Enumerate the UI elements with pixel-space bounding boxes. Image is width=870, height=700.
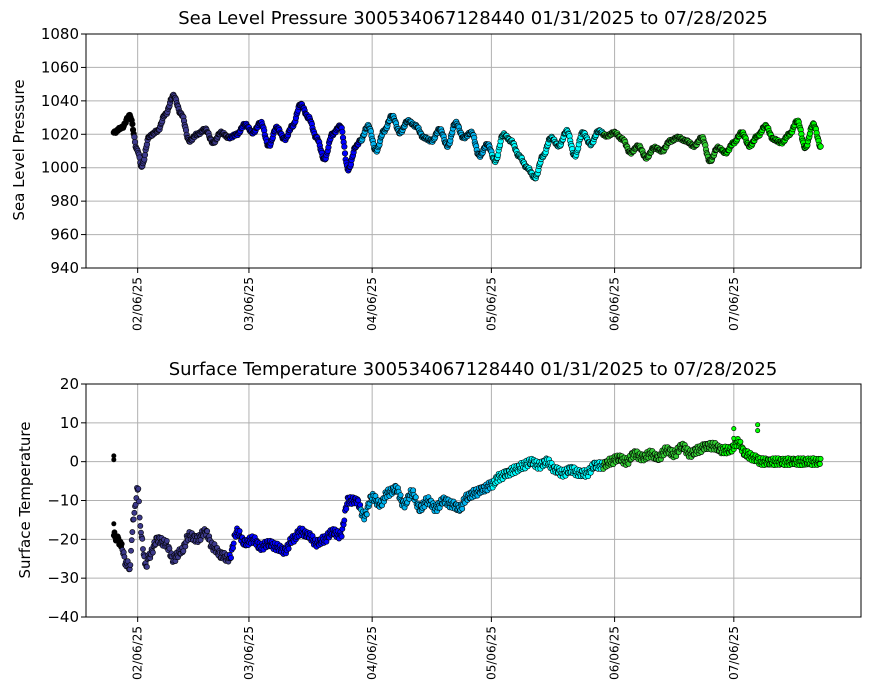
data-point	[136, 498, 142, 505]
data-point	[121, 553, 128, 560]
outlier-point	[111, 521, 117, 527]
y-tick-label: −30	[47, 569, 79, 587]
data-point	[817, 455, 824, 462]
data-point	[228, 554, 234, 561]
data-point	[139, 535, 146, 542]
y-tick-label: −20	[47, 530, 79, 548]
data-point	[130, 516, 137, 523]
data-point	[131, 509, 138, 516]
x-tick-label: 05/06/25	[484, 626, 498, 680]
y-tick-label: 960	[50, 226, 79, 244]
data-point	[166, 545, 173, 552]
data-point	[144, 563, 150, 570]
data-point	[363, 511, 370, 518]
y-axis-label: Sea Level Pressure	[10, 79, 28, 220]
data-points	[110, 422, 824, 573]
y-tick-label: 980	[50, 192, 79, 210]
data-point	[150, 549, 156, 556]
data-point	[236, 528, 243, 534]
x-tick-label: 06/06/25	[608, 277, 622, 331]
data-point	[140, 546, 146, 552]
data-point	[127, 562, 134, 568]
x-ticks: 02/06/25 03/06/25 04/06/25 05/06/25 06/06/25…	[131, 268, 741, 331]
data-point	[341, 150, 349, 157]
data-point	[163, 537, 170, 544]
outlier-point	[755, 428, 761, 434]
outlier-point	[731, 435, 737, 441]
data-point	[129, 120, 136, 128]
data-points	[110, 91, 824, 182]
data-point	[131, 133, 138, 141]
chart-title: Sea Level Pressure 300534067128440 01/31…	[178, 8, 768, 29]
y-tick-label: −40	[47, 608, 79, 626]
data-point	[204, 528, 211, 535]
data-point	[129, 529, 136, 535]
data-point	[412, 494, 419, 501]
data-point	[817, 143, 824, 150]
data-point	[128, 547, 134, 554]
data-point	[285, 545, 292, 552]
y-tick-label: 1020	[41, 125, 79, 143]
x-tick-label: 07/06/25	[727, 626, 741, 680]
x-ticks: 02/06/25 03/06/25 04/06/25 05/06/25 06/06/25…	[131, 617, 741, 680]
y-tick-label: 1040	[41, 92, 79, 110]
data-point	[338, 533, 345, 540]
y-ticks: −40 −30 −20 −10 0 10 20	[47, 375, 86, 626]
data-point	[397, 492, 404, 499]
data-point	[343, 505, 350, 512]
data-point	[135, 485, 142, 492]
data-point	[136, 514, 143, 521]
data-point	[128, 537, 135, 544]
outlier-point	[755, 422, 761, 428]
y-tick-label: 1060	[41, 58, 79, 76]
y-axis-label: Surface Temperature	[16, 422, 34, 579]
data-point	[817, 461, 823, 467]
x-tick-label: 04/06/25	[365, 626, 379, 680]
y-tick-label: 20	[60, 375, 79, 393]
grid	[86, 33, 861, 269]
outlier-point	[111, 457, 117, 463]
data-point	[341, 143, 348, 150]
y-tick-label: 1000	[41, 159, 79, 177]
x-tick-label: 02/06/25	[131, 626, 145, 680]
y-tick-label: 940	[50, 259, 79, 277]
outlier-point	[731, 426, 737, 432]
surface-temperature-chart: Surface Temperature 300534067128440 01/3…	[16, 359, 862, 680]
data-point	[124, 558, 131, 565]
plot-frame	[85, 33, 862, 269]
data-point	[118, 541, 125, 547]
x-tick-label: 05/06/25	[484, 277, 498, 331]
grid	[86, 383, 861, 618]
data-point	[137, 523, 144, 529]
x-tick-label: 07/06/25	[727, 277, 741, 331]
y-ticks: 940 960 980 1000 1020 1040 1060 1080	[41, 25, 86, 277]
x-tick-label: 02/06/25	[131, 277, 145, 331]
chart-title: Surface Temperature 300534067128440 01/3…	[169, 359, 778, 380]
y-tick-label: 10	[60, 414, 79, 432]
x-tick-label: 06/06/25	[608, 626, 622, 680]
y-tick-label: 0	[69, 453, 79, 471]
data-point	[341, 517, 348, 524]
data-point	[459, 505, 466, 512]
y-tick-label: −10	[47, 492, 79, 510]
y-tick-label: 1080	[41, 25, 79, 43]
x-tick-label: 04/06/25	[365, 277, 379, 331]
x-tick-label: 03/06/25	[242, 277, 256, 331]
data-point	[737, 438, 744, 445]
x-tick-label: 03/06/25	[242, 626, 256, 680]
data-point	[230, 540, 237, 547]
data-point	[339, 128, 346, 135]
plot-frame	[85, 383, 862, 618]
sea-level-pressure-chart: Sea Level Pressure 300534067128440 01/31…	[10, 8, 862, 331]
